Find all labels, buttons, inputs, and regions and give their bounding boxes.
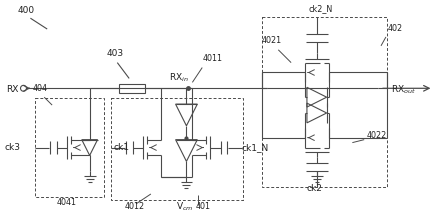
Text: 404: 404	[32, 84, 47, 93]
Text: ck3: ck3	[5, 143, 21, 152]
Text: 402: 402	[388, 24, 403, 33]
Text: 4012: 4012	[124, 202, 144, 211]
Text: RX$_{in}$: RX$_{in}$	[169, 71, 189, 84]
Bar	[35, 98, 105, 197]
Bar	[263, 17, 387, 187]
Text: ck1_N: ck1_N	[242, 143, 269, 152]
Text: RX: RX	[6, 85, 18, 94]
Bar	[111, 98, 243, 200]
Text: 4041: 4041	[57, 198, 77, 207]
Text: RX$_{out}$: RX$_{out}$	[391, 83, 416, 95]
Text: 4021: 4021	[261, 36, 282, 45]
Text: 401: 401	[195, 202, 210, 211]
Text: 403: 403	[106, 49, 124, 58]
Bar	[119, 84, 145, 93]
Text: ck1: ck1	[113, 143, 129, 152]
Text: 4011: 4011	[202, 54, 222, 63]
Text: ck2: ck2	[307, 184, 323, 193]
Text: ck2_N: ck2_N	[309, 4, 333, 13]
Text: V$_{cm}$: V$_{cm}$	[175, 200, 193, 213]
Text: 400: 400	[18, 6, 35, 15]
Text: 4022: 4022	[366, 131, 386, 140]
